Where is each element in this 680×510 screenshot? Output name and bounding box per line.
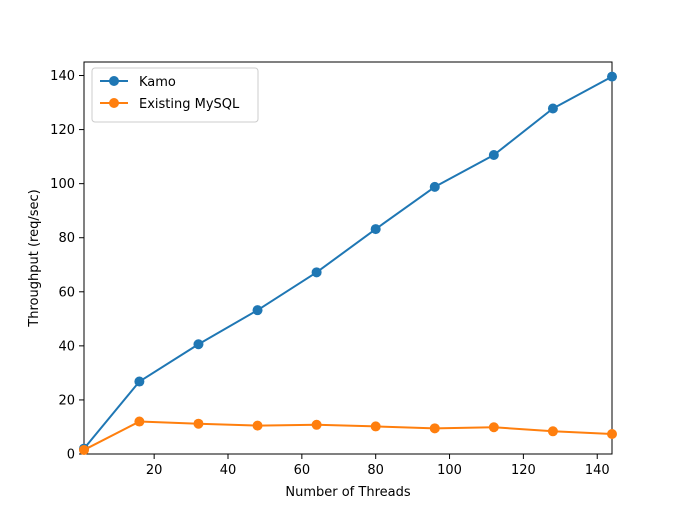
series-existing-mysql — [79, 416, 617, 455]
x-tick-label: 100 — [437, 463, 462, 478]
x-tick-label: 120 — [511, 463, 536, 478]
plot-border — [83, 61, 613, 455]
data-point — [193, 418, 204, 429]
data-point — [429, 181, 440, 192]
y-tick-label: 120 — [50, 123, 75, 138]
series-layer — [79, 71, 617, 455]
axes-frame — [83, 61, 613, 455]
data-point — [252, 305, 263, 316]
data-point — [311, 419, 322, 430]
series-kamo — [79, 71, 617, 454]
data-point — [547, 426, 558, 437]
data-point — [370, 224, 381, 235]
data-point — [370, 421, 381, 432]
x-tick-label: 60 — [294, 463, 311, 478]
series-line — [83, 420, 613, 451]
y-tick-label: 40 — [58, 339, 75, 354]
data-point — [488, 422, 499, 433]
y-tick-label: 80 — [58, 231, 75, 246]
y-tick-label: 20 — [58, 393, 75, 408]
legend-swatch-marker — [109, 76, 119, 86]
legend-item: Existing MySQL — [100, 97, 240, 112]
y-tick-label: 140 — [50, 69, 75, 84]
x-tick-label: 80 — [367, 463, 384, 478]
x-tick-label: 140 — [585, 463, 610, 478]
data-point — [607, 71, 617, 82]
y-tick-label: 100 — [50, 177, 75, 192]
series-line — [83, 75, 613, 450]
data-point — [429, 423, 440, 434]
legend: Kamo Existing MySQL — [91, 67, 259, 123]
data-point — [607, 428, 617, 439]
data-point — [193, 339, 204, 350]
legend-label: Kamo — [139, 75, 176, 90]
y-axis-label: Throughput (req/sec) — [27, 189, 42, 327]
legend-label: Existing MySQL — [139, 97, 240, 112]
data-point — [134, 416, 145, 427]
legend-box — [91, 67, 259, 123]
data-point — [79, 444, 89, 455]
data-point — [134, 376, 145, 387]
x-axis: 20 40 60 80 100 120 140 — [146, 454, 610, 478]
data-point — [547, 103, 558, 114]
y-tick-label: 0 — [67, 448, 75, 463]
data-point — [488, 149, 499, 160]
y-tick-label: 60 — [58, 285, 75, 300]
data-point — [252, 420, 263, 431]
x-axis-label: Number of Threads — [285, 485, 410, 500]
data-point — [311, 267, 322, 278]
x-tick-label: 40 — [220, 463, 237, 478]
legend-swatch-marker — [109, 98, 119, 108]
x-tick-label: 20 — [146, 463, 163, 478]
legend-item: Kamo — [100, 75, 176, 90]
y-axis: 0 20 40 60 80 100 120 140 — [50, 69, 84, 463]
